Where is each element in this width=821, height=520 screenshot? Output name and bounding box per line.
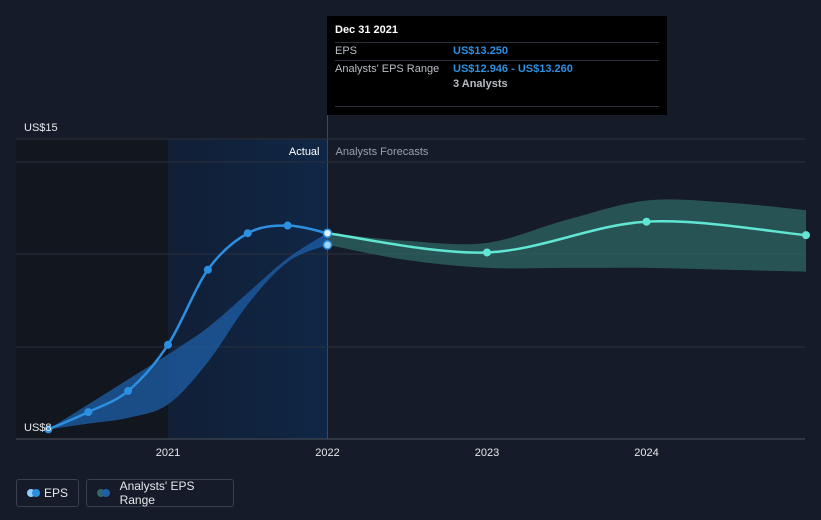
eps-actual-point — [243, 229, 252, 238]
range-legend-icon — [97, 489, 112, 497]
range-band-actual — [48, 232, 328, 430]
tooltip-range-row: Analysts' EPS Range US$12.946 - US$13.26… — [335, 60, 659, 78]
eps-actual-point — [283, 221, 292, 230]
tooltip-eps-label: EPS — [335, 45, 358, 57]
tooltip-date: Dec 31 2021 — [335, 24, 398, 36]
eps-forecast-point — [642, 217, 651, 226]
tooltip-range-value: US$12.946 - US$13.260 — [453, 63, 573, 75]
range-low-point — [322, 240, 333, 250]
eps-actual-line — [47, 224, 328, 431]
eps-current-point — [322, 228, 333, 238]
eps-forecast-line — [327, 220, 807, 254]
range-band-forecast — [327, 199, 806, 272]
x-tick-label: 2024 — [634, 447, 658, 459]
forecast-label: Analysts Forecasts — [336, 146, 429, 158]
tooltip-eps-row: EPS US$13.250 — [335, 42, 659, 60]
tooltip: Dec 31 2021 EPS US$13.250 Analysts' EPS … — [327, 16, 667, 115]
eps-forecast-point — [483, 248, 491, 257]
legend-range-button[interactable]: Analysts' EPS Range — [86, 479, 234, 507]
eps-forecast-point — [802, 231, 810, 240]
actual-highlight — [168, 139, 328, 439]
eps-actual-point — [203, 265, 212, 274]
eps-actual-point — [44, 425, 53, 434]
y-tick-label: US$15 — [24, 122, 58, 134]
legend-range-label: Analysts' EPS Range — [119, 479, 195, 507]
x-tick-label: 2022 — [315, 447, 339, 459]
eps-actual-point — [164, 340, 172, 349]
tooltip-divider — [335, 106, 659, 107]
eps-legend-icon — [27, 489, 40, 497]
tooltip-range-label: Analysts' EPS Range — [335, 63, 440, 75]
y-tick-label: US$8 — [24, 422, 52, 434]
tooltip-analysts: 3 Analysts — [453, 78, 508, 90]
x-tick-label: 2023 — [475, 447, 499, 459]
actual-label: Actual — [289, 146, 320, 158]
tooltip-eps-value: US$13.250 — [453, 45, 509, 57]
eps-actual-point — [84, 408, 93, 417]
legend-eps-button[interactable]: EPS — [16, 479, 79, 507]
x-tick-label: 2021 — [156, 447, 180, 459]
legend-eps-label: EPS — [43, 486, 68, 500]
eps-actual-point — [124, 386, 133, 395]
